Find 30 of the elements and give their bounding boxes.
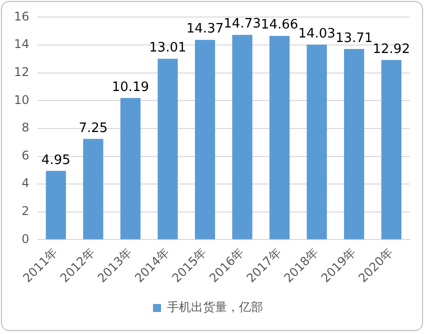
y-tick-label: 6 bbox=[22, 148, 30, 162]
bar bbox=[232, 34, 252, 240]
y-tick-label: 10 bbox=[14, 92, 30, 107]
data-label: 14.73 bbox=[224, 16, 261, 32]
y-tick-label: 12 bbox=[14, 64, 30, 79]
y-tick-label: 4 bbox=[22, 176, 30, 190]
bar bbox=[83, 138, 104, 240]
bar bbox=[158, 58, 178, 240]
data-label: 13.01 bbox=[149, 40, 186, 56]
y-tick-label: 2 bbox=[22, 204, 30, 218]
data-label: 14.37 bbox=[186, 22, 224, 37]
bar bbox=[46, 170, 66, 240]
data-label: 13.71 bbox=[335, 30, 373, 46]
data-label: 4.95 bbox=[41, 152, 70, 168]
bar bbox=[194, 40, 216, 240]
data-label: 7.25 bbox=[78, 120, 108, 136]
bar bbox=[269, 36, 290, 240]
y-tick-label: 16 bbox=[14, 9, 30, 24]
data-label: 14.66 bbox=[260, 18, 298, 33]
bar bbox=[344, 49, 364, 240]
y-tick-label: 8 bbox=[22, 120, 30, 135]
y-tick-label: 14 bbox=[14, 37, 30, 52]
data-label: 12.92 bbox=[372, 42, 410, 57]
data-label: 14.03 bbox=[298, 26, 336, 42]
data-label: 10.19 bbox=[112, 80, 150, 95]
y-tick-label: 0 bbox=[22, 232, 30, 246]
bar bbox=[306, 44, 327, 240]
bar bbox=[381, 60, 402, 240]
legend-label: 手机出货量，亿部 bbox=[167, 300, 263, 314]
bar bbox=[120, 98, 141, 240]
